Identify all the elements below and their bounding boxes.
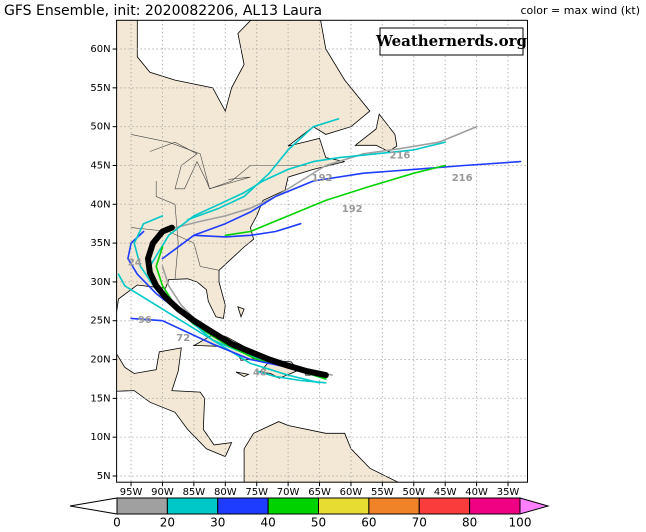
x-tick-label: 40W [465, 487, 488, 498]
x-tick-label: 35W [497, 487, 520, 498]
colorbar-tick-label: 30 [210, 516, 225, 530]
y-tick-label: 15N [90, 393, 110, 404]
y-tick-label: 50N [90, 122, 110, 133]
colorbar-tick-label: 0 [113, 516, 121, 530]
x-tick-label: 75W [245, 487, 268, 498]
watermark: Weathernerds.org [375, 32, 528, 50]
track-hour-label: 216 [452, 173, 473, 184]
track [193, 222, 302, 238]
border [149, 141, 251, 190]
colorbar-segment [217, 497, 269, 515]
y-tick-label: 45N [90, 160, 110, 171]
frame [116, 19, 528, 483]
colorbar-tick-label: 100 [509, 516, 532, 530]
track [174, 125, 478, 229]
track-hour-label: 48 [253, 368, 267, 379]
x-tick-label: 80W [214, 487, 237, 498]
border [131, 134, 307, 190]
track-hour-label: 216 [390, 150, 411, 161]
y-tick-label: 35N [90, 238, 110, 249]
track-hour-label: 96 [138, 315, 152, 326]
colorbar-over [519, 497, 550, 515]
y-tick-label: 60N [90, 44, 110, 55]
colorbar-tick-label: 60 [361, 516, 376, 530]
x-tick-label: 85W [183, 487, 206, 498]
colorbar-tick-label: 20 [160, 516, 175, 530]
colorbar: 0 20 30 40 50 60 70 80 100 [69, 497, 550, 530]
track-hour-label: 72 [176, 333, 190, 344]
x-tick-label: 95W [120, 487, 143, 498]
y-tick-label: 20N [90, 355, 110, 366]
y-tick-label: 55N [90, 83, 110, 94]
x-tick-label: 45W [434, 487, 457, 498]
colorbar-segment [469, 497, 521, 515]
colorbar-segment [318, 497, 370, 515]
watermark-box [379, 27, 524, 56]
colorbar-tick-label: 70 [412, 516, 427, 530]
y-tick-label: 30N [90, 277, 110, 288]
axes: 95W 90W 85W 80W 75W 70W 65W 60W 55W 50W 45W 40W 35W 5… [90, 44, 519, 498]
x-tick-label: 70W [277, 487, 300, 498]
colorbar-tick-label: 50 [311, 516, 326, 530]
colorbar-under [69, 497, 118, 515]
colorbar-segment [116, 497, 168, 515]
colorbar-segment [368, 497, 420, 515]
legend-note: color = max wind (kt) [520, 4, 640, 17]
track-hour-label: 192 [312, 173, 333, 184]
landmass [235, 371, 250, 378]
y-tick-label: 10N [90, 432, 110, 443]
x-tick-label: 55W [371, 487, 394, 498]
track-hour-label: 192 [342, 204, 363, 215]
track-hour-label: 24 [128, 258, 142, 269]
grid [116, 20, 528, 483]
border [131, 227, 220, 271]
colorbar-segment [267, 497, 319, 515]
colorbar-segment [418, 497, 471, 515]
track [255, 370, 327, 384]
y-tick-label: 40N [90, 199, 110, 210]
track [145, 224, 329, 379]
landmass [237, 306, 245, 318]
y-tick-label: 25N [90, 316, 110, 327]
title: GFS Ensemble, init: 2020082206, AL13 Lau… [4, 3, 322, 19]
colorbar-tick-label: 40 [260, 516, 275, 530]
x-tick-label: 90W [151, 487, 174, 498]
track [224, 164, 447, 237]
x-tick-label: 60W [340, 487, 363, 498]
colorbar-segment [166, 497, 219, 515]
x-tick-label: 65W [308, 487, 331, 498]
y-tick-label: 5N [97, 471, 111, 482]
landmass [243, 421, 399, 483]
border [155, 181, 179, 280]
x-tick-label: 50W [402, 487, 425, 498]
colorbar-tick-label: 80 [462, 516, 477, 530]
tracks: 216 216 192 192 96 72 24 48 [117, 118, 522, 384]
track [186, 118, 340, 221]
